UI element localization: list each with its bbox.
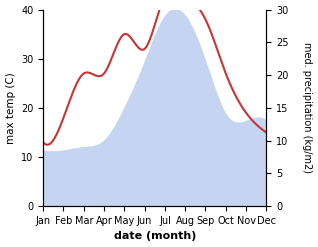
Y-axis label: med. precipitation (kg/m2): med. precipitation (kg/m2) [302, 42, 313, 173]
X-axis label: date (month): date (month) [114, 231, 196, 242]
Y-axis label: max temp (C): max temp (C) [5, 72, 16, 144]
